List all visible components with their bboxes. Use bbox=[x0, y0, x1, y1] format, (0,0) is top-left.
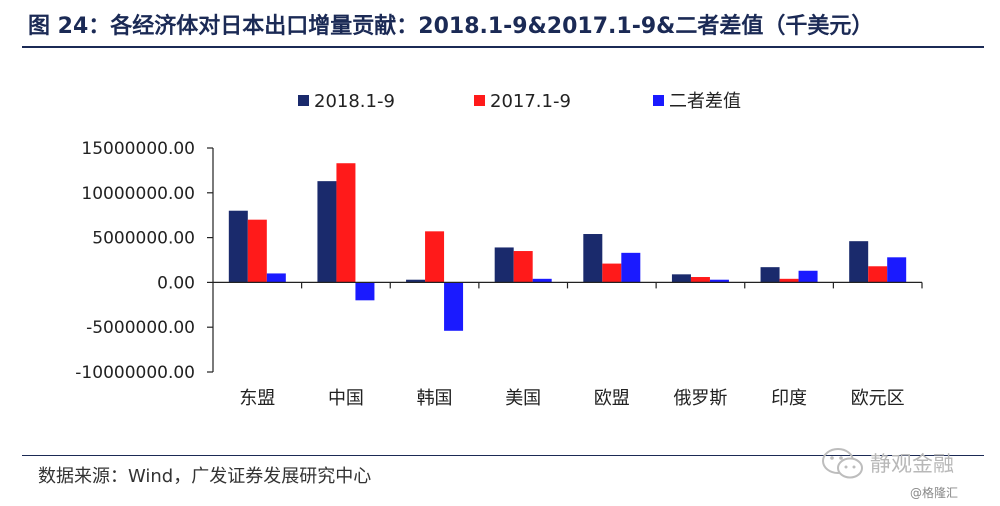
bar bbox=[690, 277, 710, 283]
bar bbox=[868, 266, 888, 283]
bar bbox=[425, 231, 445, 283]
x-tick-label: 俄罗斯 bbox=[673, 388, 727, 409]
legend-label: 二者差值 bbox=[669, 91, 741, 112]
bar bbox=[602, 263, 622, 283]
figure-title: 图 24：各经济体对日本出口增量贡献：2018.1-9&2017.1-9&二者差… bbox=[28, 14, 874, 39]
bar bbox=[621, 252, 641, 283]
bar bbox=[760, 267, 780, 283]
bar bbox=[317, 181, 337, 283]
x-tick-label: 欧盟 bbox=[594, 388, 630, 409]
y-tick-label: 15000000.00 bbox=[81, 139, 195, 159]
bar bbox=[798, 270, 818, 283]
footer-divider bbox=[22, 455, 984, 456]
x-tick-label: 韩国 bbox=[417, 388, 453, 409]
y-axis: -10000000.00 -5000000.00 0.00 5000000.00 100… bbox=[75, 139, 214, 383]
bar bbox=[583, 234, 603, 283]
wechat-icon bbox=[822, 448, 863, 479]
legend-swatch bbox=[474, 95, 485, 106]
y-tick-label: -10000000.00 bbox=[75, 363, 195, 383]
y-tick-label: 5000000.00 bbox=[92, 229, 195, 249]
legend-label: 2017.1-9 bbox=[490, 91, 571, 112]
bar bbox=[247, 219, 267, 283]
legend-swatch bbox=[653, 95, 664, 106]
x-tick-label: 中国 bbox=[328, 388, 364, 409]
watermark: 静观金融 bbox=[818, 444, 990, 484]
x-axis: 东盟 中国 韩国 美国 欧盟 俄罗斯 印度 欧元区 bbox=[213, 281, 923, 409]
x-tick-label: 东盟 bbox=[239, 388, 275, 409]
watermark-text: 静观金融 bbox=[870, 452, 954, 476]
bar bbox=[779, 278, 799, 283]
bar bbox=[406, 279, 426, 283]
bar bbox=[709, 279, 729, 283]
bar bbox=[887, 257, 907, 283]
bars bbox=[228, 163, 907, 331]
legend: 2018.1-9 2017.1-9 二者差值 bbox=[298, 91, 741, 112]
y-tick-label: 0.00 bbox=[157, 273, 195, 293]
bar bbox=[671, 274, 691, 283]
credit-text: @格隆汇 bbox=[910, 486, 959, 500]
bar bbox=[444, 282, 464, 331]
x-tick-label: 欧元区 bbox=[851, 388, 905, 409]
legend-swatch bbox=[298, 95, 309, 106]
y-tick-label: 10000000.00 bbox=[81, 184, 195, 204]
bar bbox=[513, 251, 533, 283]
title-divider bbox=[22, 46, 984, 48]
bar bbox=[266, 273, 286, 283]
bar bbox=[228, 210, 248, 283]
bar bbox=[355, 282, 375, 301]
x-tick-label: 印度 bbox=[771, 388, 807, 409]
legend-label: 2018.1-9 bbox=[314, 91, 395, 112]
x-tick-label: 美国 bbox=[505, 388, 541, 409]
bar bbox=[336, 163, 356, 283]
source-note: 数据来源：Wind，广发证券发展研究中心 bbox=[38, 466, 372, 487]
bar bbox=[532, 278, 552, 283]
bar bbox=[494, 247, 514, 283]
y-tick-label: -5000000.00 bbox=[86, 318, 195, 338]
bar bbox=[849, 241, 869, 283]
